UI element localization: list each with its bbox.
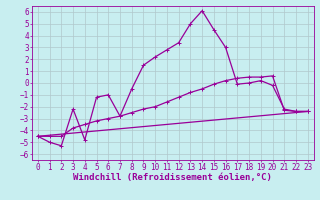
X-axis label: Windchill (Refroidissement éolien,°C): Windchill (Refroidissement éolien,°C) [73, 173, 272, 182]
